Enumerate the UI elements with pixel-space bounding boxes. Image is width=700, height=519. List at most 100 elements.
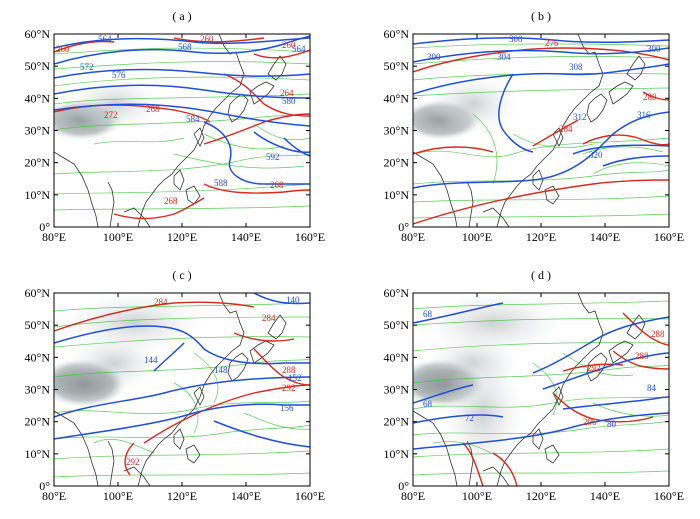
blue-contour — [54, 68, 310, 79]
blue-contour-label: 564 — [292, 44, 306, 54]
y-tick-label: 20°N — [384, 415, 410, 429]
blue-contour-label: 588 — [214, 178, 228, 188]
y-tick-label: 40°N — [25, 91, 51, 105]
blue-contour-label: 152 — [288, 373, 302, 383]
red-contour-label: 260 — [56, 44, 70, 54]
blue-contour-label: 592 — [266, 152, 280, 162]
streamline — [54, 76, 310, 87]
blue-contour-label: 580 — [282, 96, 296, 106]
y-tick-label: 10°N — [384, 447, 410, 461]
streamline — [54, 183, 310, 195]
map-area: 68 68 72 80 84 288 288 292 296 — [413, 293, 669, 486]
red-contour-label: 284 — [154, 297, 168, 307]
y-tick-label: 0° — [39, 479, 50, 493]
y-tick-label: 0° — [398, 220, 409, 234]
map-area: 5645685725765805845885925642602602602642… — [54, 34, 310, 227]
blue-contour-label: 144 — [144, 355, 158, 365]
blue-contour-label: 564 — [98, 34, 112, 44]
streamline — [413, 448, 669, 458]
blue-contour-label: 312 — [573, 112, 587, 122]
blue-contour — [54, 35, 310, 65]
panel-label: ( d ) — [531, 268, 551, 282]
red-contour-label: 284 — [262, 313, 276, 323]
x-tick-label: 80°E — [401, 489, 425, 503]
blue-contour-label: 300 — [647, 44, 661, 54]
streamline — [253, 123, 310, 141]
blue-contour — [532, 316, 669, 374]
x-tick-label: 140°E — [231, 489, 261, 503]
blue-contour-label: 68 — [423, 309, 433, 319]
streamline — [512, 133, 594, 148]
blue-contour-label: 68 — [423, 399, 433, 409]
streamline — [203, 133, 285, 150]
blue-contour-label: 308 — [569, 62, 583, 72]
map-area: 300 300 300 304 308 312 316 320 276 280 284 — [413, 34, 669, 227]
red-contour-label: 260 — [282, 40, 296, 50]
blue-contour — [153, 342, 185, 372]
blue-contour-label: 156 — [280, 403, 294, 413]
red-contour — [233, 332, 295, 342]
red-contour — [612, 350, 669, 370]
streamline — [243, 412, 310, 430]
red-contour-label: 288 — [635, 351, 649, 361]
streamline — [413, 396, 669, 410]
red-contour — [143, 384, 310, 444]
y-tick-label: 60°N — [25, 286, 51, 300]
streamline — [413, 43, 669, 49]
y-tick-label: 30°N — [384, 383, 410, 397]
blue-contour — [54, 403, 310, 440]
x-tick-label: 160°E — [654, 230, 684, 244]
y-tick-label: 10°N — [25, 188, 51, 202]
x-tick-label: 100°E — [103, 230, 133, 244]
streamline — [472, 113, 498, 185]
x-tick-label: 140°E — [590, 230, 620, 244]
blue-contour-label: 300 — [509, 34, 523, 44]
streamline — [532, 362, 558, 416]
streamline — [54, 61, 310, 70]
streamline — [54, 450, 310, 460]
blue-contour — [54, 37, 310, 49]
panel-a: ( a )56456857257658058458859256426026026… — [25, 9, 326, 244]
x-tick-label: 100°E — [462, 489, 492, 503]
y-tick-label: 40°N — [25, 350, 51, 364]
blue-contour-label: 140 — [286, 295, 300, 305]
blue-contour — [413, 384, 474, 404]
x-tick-label: 160°E — [295, 230, 325, 244]
y-tick-label: 0° — [398, 479, 409, 493]
streamline — [413, 420, 669, 436]
x-tick-label: 80°E — [401, 230, 425, 244]
streamline — [54, 316, 310, 328]
red-contour-label: 276 — [545, 38, 559, 48]
blue-contour — [602, 155, 669, 167]
blue-contour — [572, 144, 669, 155]
red-contour-label: 292 — [587, 363, 601, 373]
y-tick-label: 20°N — [384, 156, 410, 170]
red-contour-label: 280 — [643, 92, 657, 102]
red-contour — [203, 183, 310, 194]
blue-contour-label: 72 — [465, 413, 474, 423]
panel-label: ( c ) — [172, 268, 191, 282]
streamline — [93, 137, 185, 145]
red-contour — [54, 301, 255, 332]
blue-contour — [54, 376, 310, 418]
y-tick-label: 60°N — [384, 27, 410, 41]
red-contour — [413, 47, 669, 73]
streamline — [54, 302, 310, 312]
y-tick-label: 30°N — [25, 124, 51, 138]
streamline — [413, 169, 669, 185]
terrain-shading — [54, 363, 126, 407]
y-tick-label: 10°N — [25, 447, 51, 461]
blue-contour — [413, 414, 504, 424]
red-contour — [462, 442, 484, 486]
panel-d: ( d ) 68 68 72 80 84 288 288 292 296 80°E 100°E 120°… — [384, 268, 685, 503]
y-tick-label: 0° — [39, 220, 50, 234]
y-tick-label: 20°N — [25, 156, 51, 170]
blue-contour — [253, 131, 310, 153]
blue-contour — [413, 63, 669, 95]
blue-contour — [203, 121, 310, 185]
streamline — [413, 56, 669, 65]
blue-contour — [562, 396, 669, 410]
x-tick-label: 100°E — [462, 230, 492, 244]
x-tick-label: 120°E — [526, 489, 556, 503]
blue-contour-label: 300 — [427, 52, 441, 62]
